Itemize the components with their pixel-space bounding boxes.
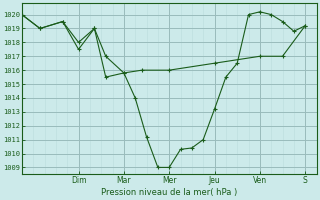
X-axis label: Pression niveau de la mer( hPa ): Pression niveau de la mer( hPa ) — [101, 188, 237, 197]
